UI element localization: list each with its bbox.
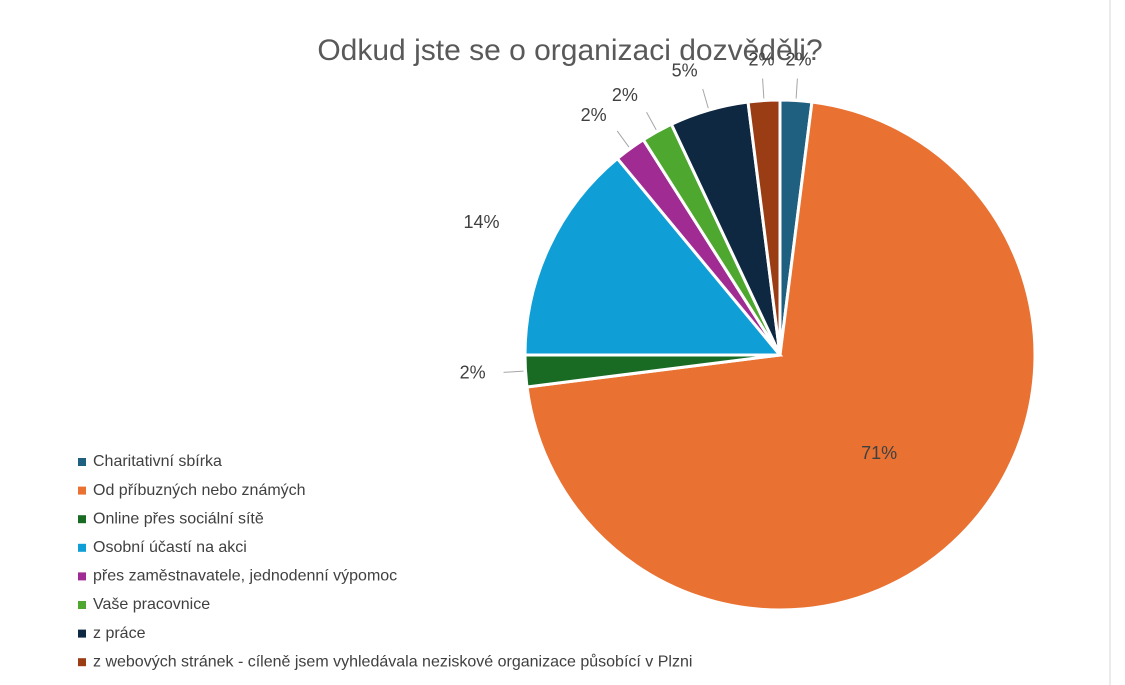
data-label: 2%	[460, 362, 486, 382]
leader-line	[702, 88, 709, 109]
legend-label: Charitativní sbírka	[93, 453, 222, 470]
legend-label: Online přes sociální sítě	[93, 510, 264, 527]
legend-swatch	[78, 572, 86, 581]
legend-swatch	[78, 515, 86, 524]
leader-line	[503, 370, 524, 373]
legend-swatch	[78, 629, 86, 638]
data-label: 71%	[861, 443, 897, 463]
data-label: 2%	[786, 49, 812, 69]
legend-label: Osobní účastí na akci	[93, 539, 247, 556]
legend-label: Od příbuzných nebo známých	[93, 482, 306, 499]
leader-line	[646, 112, 657, 131]
legend-swatch	[78, 543, 86, 552]
leader-line	[616, 130, 630, 148]
data-label: 2%	[581, 105, 607, 125]
pie-slice	[523, 156, 784, 357]
legend-label: přes zaměstnavatele, jednodenní výpomoc	[93, 568, 397, 585]
pie-slice	[746, 98, 782, 356]
legend-swatch	[78, 658, 86, 667]
data-label: 5%	[672, 60, 698, 80]
legend-swatch	[78, 601, 86, 609]
leader-line	[795, 78, 798, 99]
chart-title: Odkud jste se o organizaci dozvěděli?	[317, 34, 822, 67]
legend-label: z práce	[93, 625, 146, 642]
data-label: 2%	[748, 49, 774, 69]
legend-swatch	[78, 458, 86, 466]
data-label: 14%	[463, 212, 499, 232]
data-label: 2%	[612, 85, 638, 105]
legend-label: Vaše pracovnice	[93, 596, 210, 613]
leader-line	[762, 78, 765, 99]
legend-swatch	[78, 486, 86, 495]
legend-label: z webových stránek - cíleně jsem vyhledá…	[93, 652, 692, 670]
